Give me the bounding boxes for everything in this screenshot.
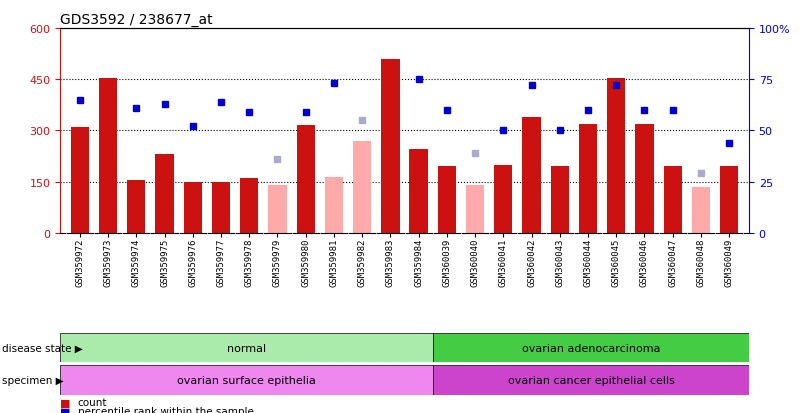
Text: GSM359975: GSM359975 bbox=[160, 238, 169, 287]
Bar bbox=[437, 167, 456, 233]
Bar bbox=[579, 124, 598, 233]
Text: count: count bbox=[78, 397, 107, 407]
Bar bbox=[381, 59, 400, 233]
Bar bbox=[183, 183, 202, 233]
Text: GSM359974: GSM359974 bbox=[132, 238, 141, 287]
Bar bbox=[60, 365, 433, 395]
Text: ovarian surface epithelia: ovarian surface epithelia bbox=[177, 375, 316, 385]
Text: GSM360047: GSM360047 bbox=[668, 238, 677, 287]
Text: GSM360046: GSM360046 bbox=[640, 238, 649, 287]
Bar bbox=[60, 333, 433, 363]
Text: GSM360043: GSM360043 bbox=[555, 238, 564, 287]
Bar bbox=[240, 178, 259, 233]
Bar bbox=[433, 365, 749, 395]
Bar bbox=[324, 177, 343, 233]
Text: GSM360044: GSM360044 bbox=[583, 238, 593, 287]
Text: GSM359972: GSM359972 bbox=[75, 238, 84, 287]
Text: GSM360049: GSM360049 bbox=[725, 238, 734, 287]
Text: specimen ▶: specimen ▶ bbox=[2, 375, 63, 385]
Text: ■: ■ bbox=[60, 397, 70, 407]
Text: GSM359984: GSM359984 bbox=[414, 238, 423, 287]
Text: GSM359973: GSM359973 bbox=[103, 238, 113, 287]
Text: GSM360042: GSM360042 bbox=[527, 238, 536, 287]
Text: GSM360040: GSM360040 bbox=[470, 238, 480, 287]
Text: ovarian cancer epithelial cells: ovarian cancer epithelial cells bbox=[508, 375, 674, 385]
Bar bbox=[155, 155, 174, 233]
Bar bbox=[494, 166, 513, 233]
Bar bbox=[692, 188, 710, 233]
Text: GSM359983: GSM359983 bbox=[386, 238, 395, 287]
Text: percentile rank within the sample: percentile rank within the sample bbox=[78, 406, 254, 413]
Bar bbox=[550, 167, 569, 233]
Text: ■: ■ bbox=[60, 406, 70, 413]
Text: GSM359977: GSM359977 bbox=[216, 238, 226, 287]
Text: GDS3592 / 238677_at: GDS3592 / 238677_at bbox=[60, 12, 213, 26]
Bar bbox=[466, 186, 485, 233]
Text: GSM360048: GSM360048 bbox=[696, 238, 706, 287]
Text: GSM359976: GSM359976 bbox=[188, 238, 197, 287]
Text: GSM359978: GSM359978 bbox=[245, 238, 254, 287]
Bar bbox=[296, 126, 315, 233]
Text: GSM359982: GSM359982 bbox=[358, 238, 367, 287]
Bar bbox=[409, 150, 428, 233]
Bar bbox=[522, 117, 541, 233]
Text: normal: normal bbox=[227, 343, 266, 353]
Bar bbox=[211, 183, 230, 233]
Bar bbox=[99, 78, 117, 233]
Text: GSM360045: GSM360045 bbox=[612, 238, 621, 287]
Bar bbox=[663, 167, 682, 233]
Text: ovarian adenocarcinoma: ovarian adenocarcinoma bbox=[521, 343, 660, 353]
Bar bbox=[607, 78, 626, 233]
Text: GSM359979: GSM359979 bbox=[273, 238, 282, 287]
Bar bbox=[635, 124, 654, 233]
Bar bbox=[127, 180, 146, 233]
Text: GSM360039: GSM360039 bbox=[442, 238, 451, 287]
Bar bbox=[268, 186, 287, 233]
Text: GSM360041: GSM360041 bbox=[499, 238, 508, 287]
Text: GSM359980: GSM359980 bbox=[301, 238, 310, 287]
Bar bbox=[353, 141, 372, 233]
Bar bbox=[433, 333, 749, 363]
Text: disease state ▶: disease state ▶ bbox=[2, 343, 83, 353]
Text: GSM359981: GSM359981 bbox=[329, 238, 339, 287]
Bar bbox=[70, 128, 89, 233]
Bar bbox=[720, 167, 739, 233]
